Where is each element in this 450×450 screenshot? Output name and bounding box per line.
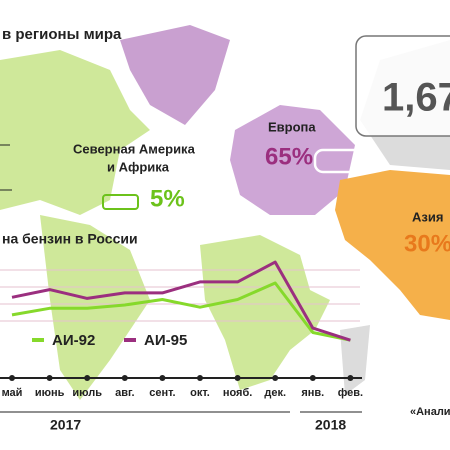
year-label: 2017	[50, 417, 81, 433]
tank-icon	[102, 194, 139, 210]
x-tick	[234, 375, 241, 381]
total-box	[355, 35, 450, 137]
x-tick-label: нояб.	[223, 387, 253, 399]
region-share: 30%	[404, 230, 450, 257]
x-tick	[9, 375, 15, 381]
x-tick-label: дек.	[264, 387, 286, 399]
region-share: 65%	[265, 143, 313, 170]
x-tick	[84, 375, 91, 381]
asia	[335, 170, 450, 320]
world-map	[0, 25, 450, 400]
series-line	[11, 281, 351, 342]
x-tick	[272, 375, 279, 381]
region-label: и Африка	[107, 159, 170, 174]
region-label: Северная Америка	[73, 141, 196, 156]
x-tick	[46, 375, 53, 381]
x-tick	[159, 375, 166, 381]
series-line	[11, 260, 351, 342]
region-label: Азия	[412, 209, 443, 224]
x-tick-label: фев.	[338, 387, 363, 399]
region-share: 5%	[150, 185, 185, 212]
tank-icon	[313, 148, 367, 174]
americas	[0, 50, 150, 215]
greenland	[120, 25, 230, 125]
year-label: 2018	[315, 417, 346, 433]
x-tick	[121, 375, 128, 381]
legend-label: АИ-92	[52, 332, 95, 349]
europe	[230, 105, 355, 215]
region-label: Европа	[268, 119, 316, 134]
x-tick	[347, 375, 354, 381]
chart-title: на бензин в России	[2, 231, 138, 247]
x-tick-label: янв.	[301, 387, 324, 399]
x-tick-label: июль	[72, 387, 102, 399]
x-tick-label: июнь	[35, 387, 65, 399]
x-tick	[197, 375, 203, 381]
x-tick	[309, 375, 316, 381]
x-tick-label: авг.	[115, 387, 134, 399]
x-tick-label: сент.	[149, 387, 175, 399]
source: «Анали	[410, 406, 450, 418]
title: в регионы мира	[2, 26, 122, 43]
madagascar	[340, 325, 370, 395]
legend-label: АИ-95	[144, 332, 187, 349]
x-tick-label: окт.	[190, 387, 210, 399]
africa	[200, 235, 330, 390]
x-tick-label: май	[2, 387, 23, 399]
total-value: 1,67	[382, 76, 450, 120]
